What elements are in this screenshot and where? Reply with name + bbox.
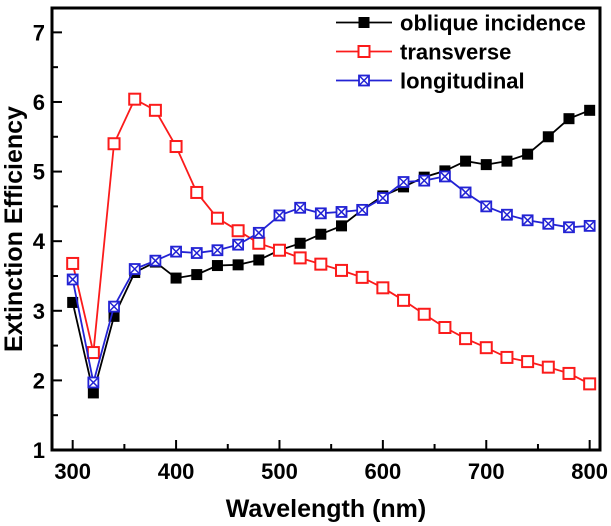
y-tick-label: 6 [33, 90, 45, 115]
y-tick-label: 5 [33, 160, 45, 185]
x-axis-label: Wavelength (nm) [226, 495, 426, 523]
x-tick-label: 700 [468, 459, 505, 484]
legend-label-longitudinal: longitudinal [400, 69, 525, 94]
x-tick-label: 300 [54, 459, 91, 484]
legend-item-oblique-incidence: oblique incidence [336, 11, 586, 36]
legend-item-longitudinal: longitudinal [336, 69, 525, 94]
series-longitudinal [66, 170, 596, 389]
series-oblique-incidence [67, 104, 596, 399]
legend: oblique incidence transverse longitudinal [336, 11, 586, 94]
series-layer [66, 92, 597, 399]
legend-label-transverse: transverse [400, 40, 511, 65]
legend-item-transverse: transverse [336, 40, 511, 65]
y-tick-label: 4 [33, 229, 46, 254]
y-tick-label: 7 [33, 20, 45, 45]
series-transverse [66, 92, 597, 391]
axis-ticks: 300 400 500 600 700 800 1 2 3 4 5 6 7 [33, 20, 608, 484]
plot-area: 300 400 500 600 700 800 1 2 3 4 5 6 7 [33, 6, 608, 484]
legend-label-oblique-incidence: oblique incidence [400, 11, 586, 36]
y-axis-label: Extinction Efficiency [0, 106, 28, 352]
y-tick-label: 1 [33, 438, 45, 463]
x-tick-label: 500 [261, 459, 298, 484]
y-tick-label: 3 [33, 299, 45, 324]
plot-frame [50, 6, 602, 452]
x-tick-label: 400 [158, 459, 195, 484]
x-tick-label: 800 [571, 459, 608, 484]
x-tick-label: 600 [365, 459, 402, 484]
y-tick-label: 2 [33, 368, 45, 393]
